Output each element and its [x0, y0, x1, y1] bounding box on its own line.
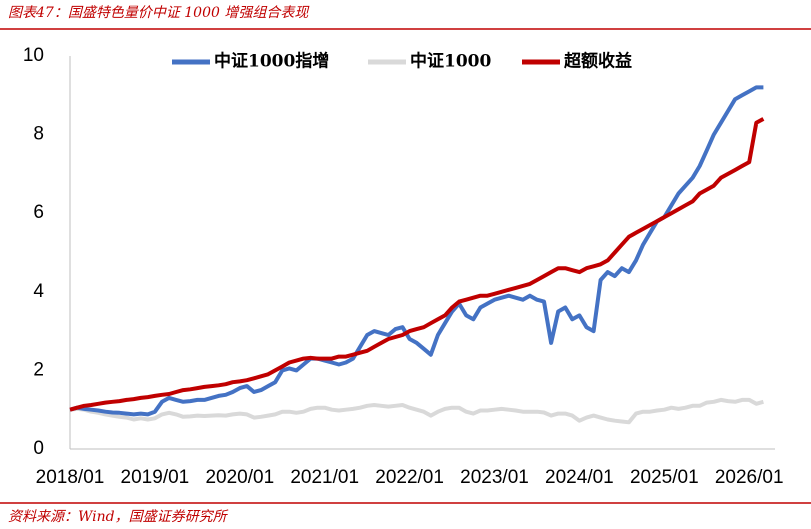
x-tick-label: 2022/01: [375, 467, 444, 488]
legend-label: 中证1000指增: [214, 51, 329, 72]
x-tick-label: 2026/01: [715, 467, 784, 488]
x-tick-label: 2021/01: [290, 467, 359, 488]
source: 资料来源：Wind，国盛证券研究所: [8, 509, 229, 525]
x-tick-label: 2025/01: [630, 467, 699, 488]
y-tick-label: 4: [33, 281, 44, 302]
y-tick-label: 10: [23, 45, 44, 66]
y-tick-label: 0: [33, 438, 44, 459]
y-tick-label: 6: [33, 202, 44, 223]
series-line: [69, 85, 764, 417]
series-line: [69, 117, 765, 412]
x-tick-label: 2020/01: [205, 467, 274, 488]
y-tick-label: 2: [33, 359, 44, 380]
chart-title: 图表47：国盛特色量价中证 1000 增强组合表现: [8, 5, 310, 21]
legend-label: 中证1000: [410, 51, 491, 72]
series-line: [69, 397, 764, 425]
y-tick-label: 8: [33, 124, 44, 145]
x-tick-label: 2023/01: [460, 467, 529, 488]
x-tick-label: 2024/01: [545, 467, 614, 488]
x-tick-label: 2018/01: [36, 467, 105, 488]
x-tick-label: 2019/01: [121, 467, 190, 488]
legend-label: 超额收益: [564, 51, 632, 72]
